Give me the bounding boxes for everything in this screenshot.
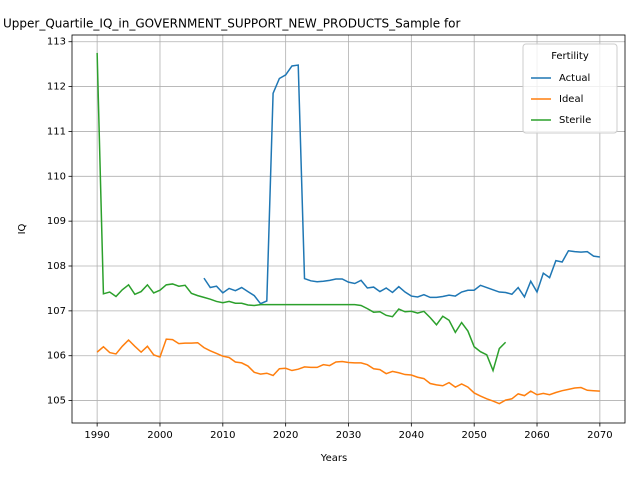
data-line (96, 52, 507, 373)
x-tick-label: 2000 (147, 430, 172, 441)
y-axis-label: IQ (17, 223, 28, 234)
y-tick-label: 108 (47, 261, 66, 272)
plot-frame (71, 34, 626, 424)
y-tick-label: 112 (47, 82, 66, 93)
y-tick-label: 106 (47, 351, 66, 362)
y-tick-label: 105 (47, 396, 66, 407)
chart-title: Upper_Quartile_IQ_in_GOVERNMENT_SUPPORT_… (3, 17, 461, 31)
x-tick-label: 2030 (336, 430, 361, 441)
legend-title: Fertility (551, 51, 589, 62)
legend-label: Sterile (559, 115, 591, 126)
x-tick-label: 2050 (461, 430, 486, 441)
x-tick-label: 2060 (524, 430, 549, 441)
y-tick-label: 107 (47, 306, 66, 317)
y-tick-label: 110 (47, 171, 66, 182)
x-tick-label: 2010 (210, 430, 235, 441)
data-line (96, 338, 600, 405)
legend: Fertility Actual Ideal Sterile (522, 43, 618, 134)
x-tick-label: 2020 (273, 430, 298, 441)
x-tick-label: 1990 (84, 430, 109, 441)
legend-box (522, 43, 618, 134)
y-tick-label: 109 (47, 216, 66, 227)
x-tick-label: 2070 (587, 430, 612, 441)
data-line (203, 64, 600, 305)
legend-label: Ideal (559, 94, 583, 105)
y-tick-label: 113 (47, 37, 66, 48)
legend-label: Actual (559, 73, 590, 84)
y-tick-label: 111 (47, 126, 66, 137)
x-tick-label: 2040 (399, 430, 424, 441)
x-axis-label: Years (320, 453, 347, 464)
